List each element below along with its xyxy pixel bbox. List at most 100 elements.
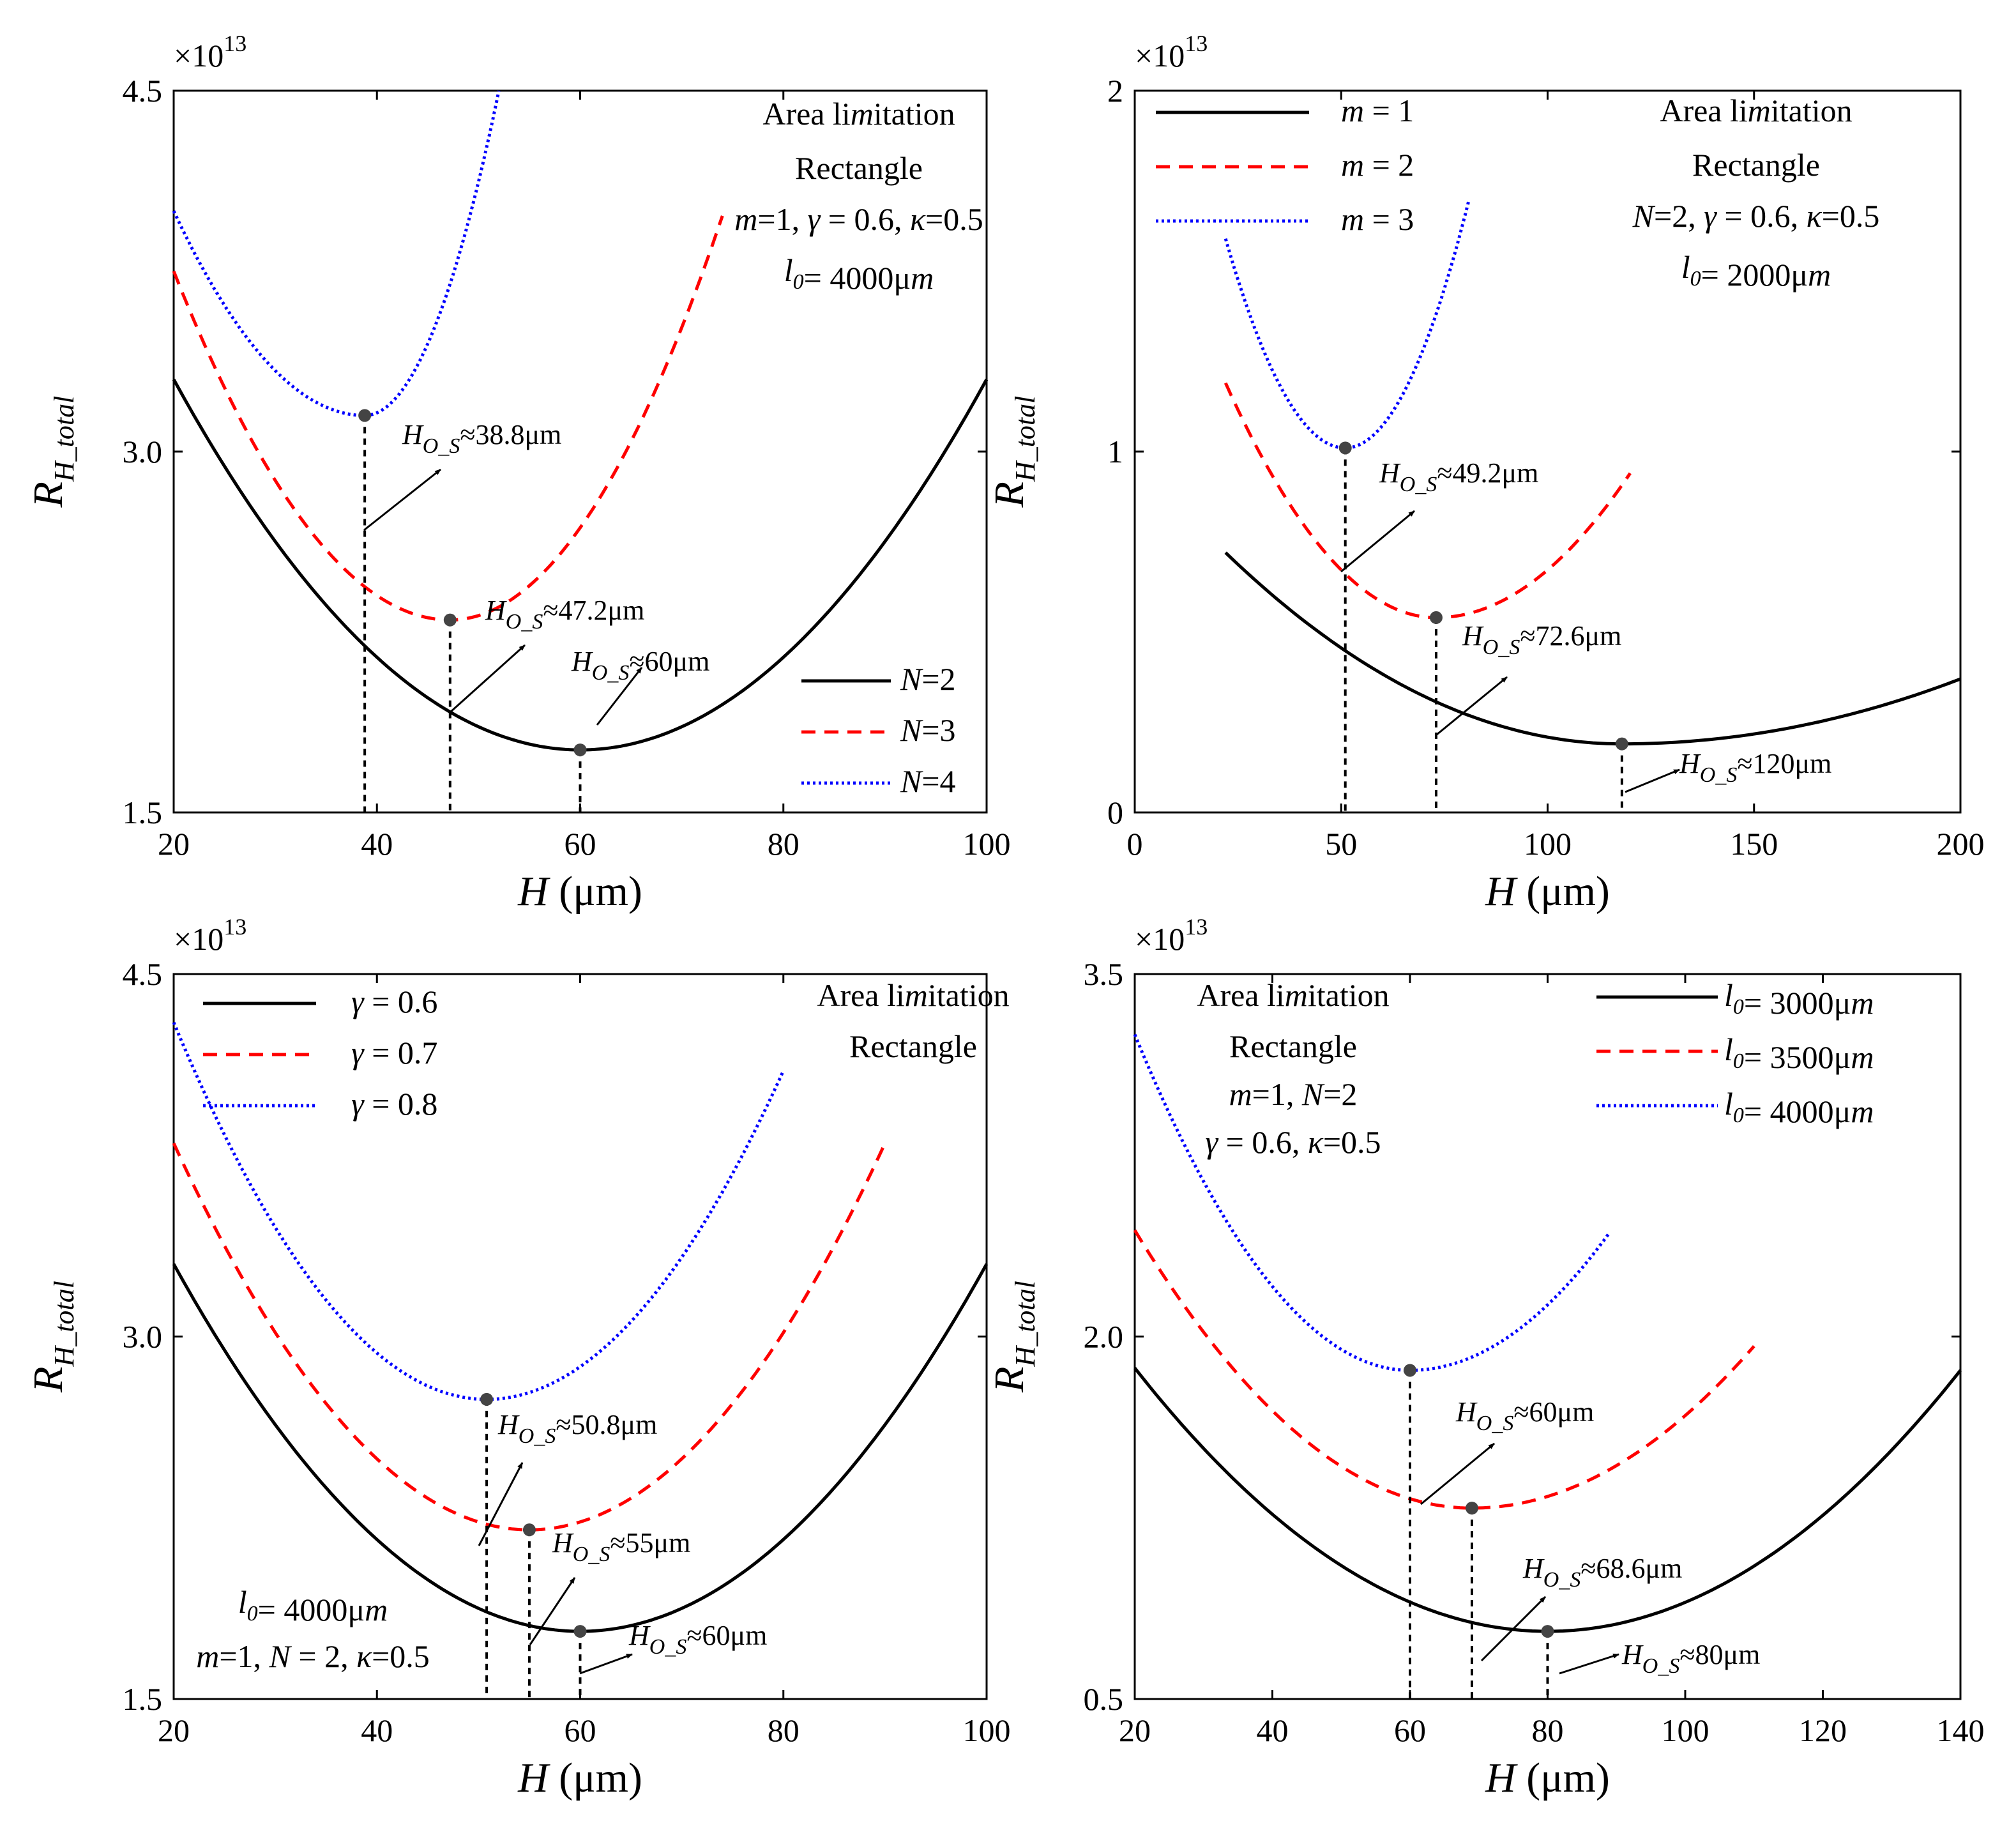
optimum-label-sub: O_S [1476,1412,1514,1435]
panel-title-line-var: N [1301,1076,1325,1112]
optimum-point [573,743,587,757]
optimum-label-sub: O_S [573,1543,610,1566]
optimum-label-h: H [1679,748,1701,779]
legend-label-txt: = 0.6 [364,984,438,1019]
optimum-point [1541,1625,1554,1638]
panel-title-line-txt: Rectangle [1229,1028,1357,1064]
axis-exponent-power: 13 [224,31,246,56]
panel-title-line-var: κ [1807,198,1823,234]
legend-label: N=2 [900,661,956,697]
optimum-label-sub: O_S [1483,636,1520,659]
panel-params-line: m=1, N = 2, κ=0.5 [196,1638,430,1674]
optimum-label-value: ≈120μm [1737,748,1831,779]
x-tick-label: 40 [361,826,393,862]
annotation-arrow [449,644,526,713]
panel-params-line-txt: =1, [219,1638,269,1674]
optimum-point [522,1523,536,1537]
optimum-label-h: H [402,419,424,450]
axis-exponent: ×1013 [1135,31,1208,73]
series-line-2 [1133,1229,1755,1510]
panel-title-line-var: m [911,260,934,296]
legend-label-txt: = 1 [1364,93,1414,128]
legend-label-txt: = 2 [1364,147,1414,183]
legend-label-var: γ [351,984,365,1019]
x-tick-label: 40 [361,1712,393,1748]
legend-label-l: l [1724,1086,1733,1122]
axis-exponent-base: ×10 [1135,38,1185,73]
optimum-label-value: ≈60μm [686,1620,767,1651]
y-axis-label: RH_total [986,396,1041,508]
x-tick-label: 140 [1937,1712,1985,1748]
legend-label-var: m [1851,1039,1874,1075]
y-tick-label: 2.0 [1084,1319,1124,1355]
x-axis-label-unit: (μm) [549,868,642,915]
legend-label-txt: =4 [921,763,955,799]
y-tick-label: 3.0 [123,1319,163,1355]
panel-title-line: γ = 0.6, κ=0.5 [1205,1124,1381,1160]
panel-title-line-var: m [905,977,928,1013]
y-tick-label: 1 [1107,434,1123,469]
annotation-arrow [529,1577,576,1645]
panel-title-line-txt: = 4000μ [804,260,911,296]
legend-label-var: N [900,661,923,697]
panel-title-line-txt: itation [874,96,955,132]
series-line-2 [172,1142,887,1532]
optimum-label-h: H [1522,1553,1545,1584]
optimum-label-value: ≈47.2μm [543,595,644,626]
x-axis-label-var: H [517,1755,550,1801]
optimum-label-h: H [628,1620,651,1651]
y-axis-label-var: R [986,482,1033,508]
legend-label: γ = 0.7 [351,1035,437,1071]
annotation-arrow [579,1653,633,1675]
x-axis-label: H (μm) [1485,868,1610,915]
x-tick-label: 80 [1532,1712,1564,1748]
legend-label-var: m [1851,985,1874,1021]
y-tick-label: 1.5 [123,1681,163,1717]
optimum-label-h: H [571,646,593,677]
panel-title-line-txt: = 0.6, [820,201,910,237]
panel-title-line: l0= 4000μm [784,252,934,296]
x-axis-label-var: H [517,868,550,915]
y-axis-label-var: R [986,1367,1033,1393]
annotation-arrow [363,468,441,531]
optimum-label-sub: O_S [423,434,460,458]
x-tick-label: 120 [1799,1712,1847,1748]
plot-frame [172,973,988,1700]
panel-title-line-txt: =0.5 [1323,1124,1381,1160]
series-line-2 [1224,382,1632,620]
panel-title-line-txt: Area li [1660,93,1747,128]
panel-title-line: Area limitation [1197,977,1389,1013]
optimum-label-sub: O_S [1700,763,1738,787]
panel-title-line-var: κ [910,201,926,237]
x-tick-label: 50 [1325,826,1357,862]
y-tick-label: 1.5 [123,795,163,830]
axis-exponent-power: 13 [1185,914,1208,940]
y-tick-label: 0.5 [1084,1681,1124,1717]
panel-title-line-l: l [784,252,793,288]
x-tick-label: 20 [158,1712,190,1748]
legend-label-var: N [900,712,923,748]
panel-title-line-var: γ [808,201,821,237]
optimum-label-sub: O_S [1642,1654,1680,1678]
optimum-point [1404,1364,1416,1377]
optimum-label-h: H [497,1409,520,1440]
series-line-1 [172,378,989,752]
panel-title-line-var: m [1748,93,1771,128]
panel-title-line-var: m [734,201,757,237]
optimum-label: HO_S≈60μm [1455,1396,1594,1435]
panel-title-line: Area limitation [817,977,1009,1013]
optimum-label-sub: O_S [1400,473,1437,496]
y-axis-label-sub: H_total [1010,396,1041,482]
y-tick-label: 4.5 [123,956,163,992]
panel-title-line-0: 0 [793,270,804,294]
legend-label: m = 3 [1341,201,1414,237]
optimum-label-value: ≈38.8μm [460,419,561,450]
x-tick-label: 60 [1394,1712,1426,1748]
optimum-label-h: H [485,595,507,626]
optimum-label-value: ≈60μm [1513,1396,1594,1428]
series-line-3 [172,90,501,417]
x-tick-label: 20 [158,826,190,862]
